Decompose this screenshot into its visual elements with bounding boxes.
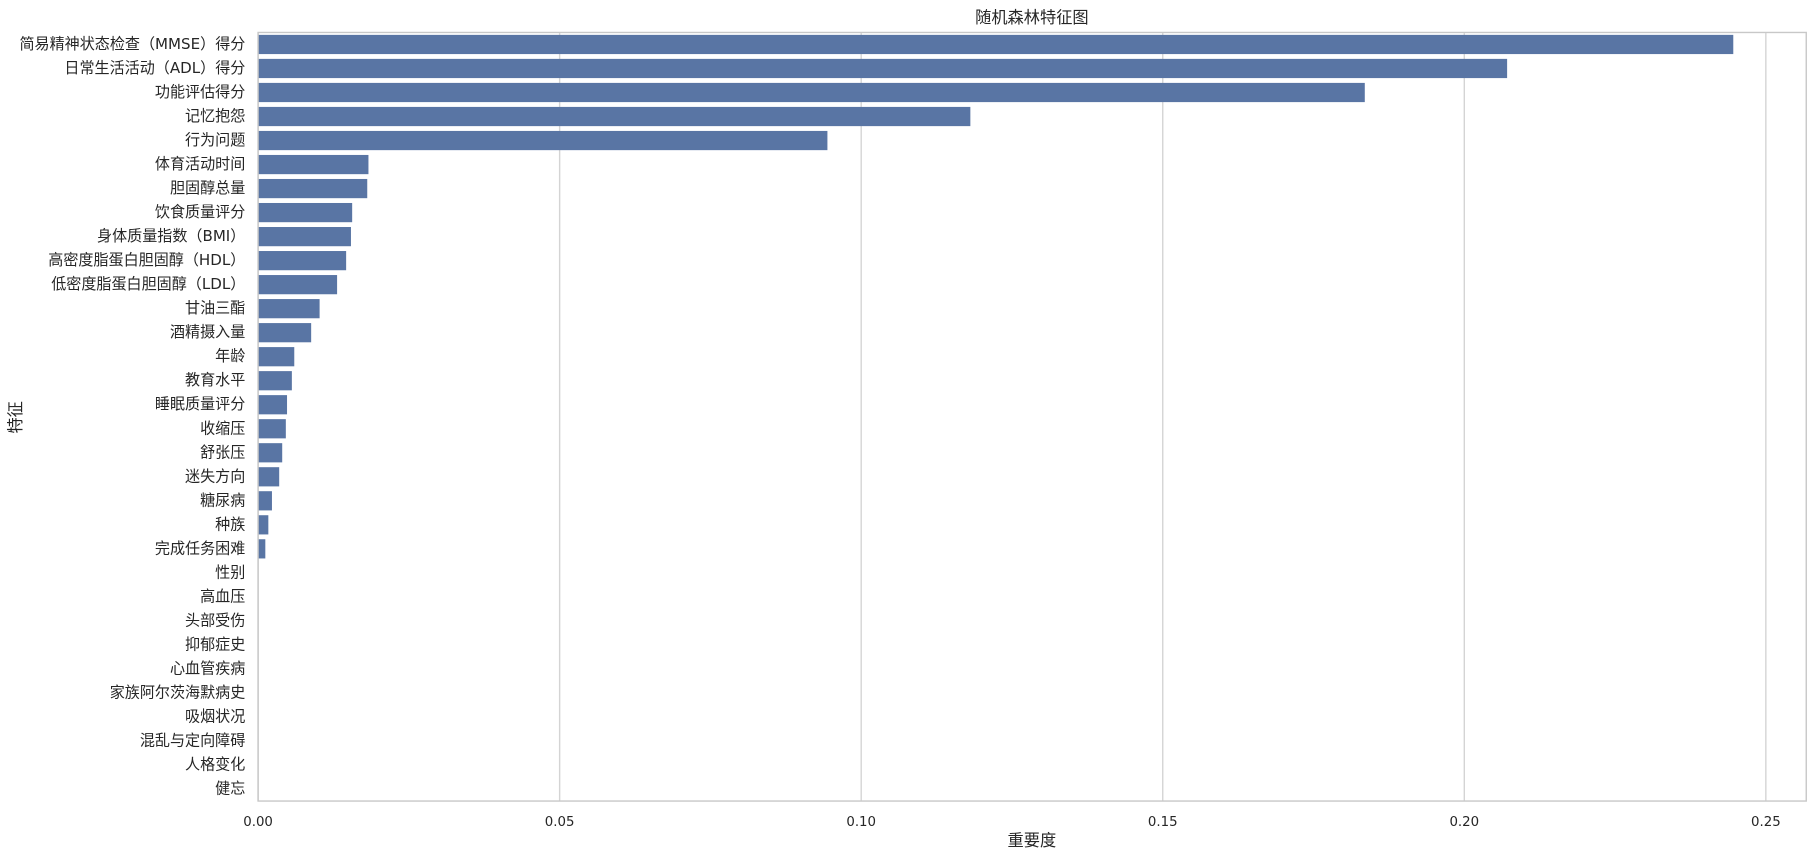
y-tick-label: 教育水平	[185, 371, 245, 389]
y-tick-label: 甘油三酯	[185, 299, 245, 317]
bar	[258, 467, 280, 487]
plot-frame	[257, 31, 1807, 802]
bar	[258, 227, 351, 247]
y-tick-label: 舒张压	[200, 443, 245, 461]
bar	[258, 58, 1508, 79]
bar	[258, 34, 1734, 55]
y-tick-label: 行为问题	[185, 131, 245, 149]
bar	[258, 491, 272, 511]
bar	[258, 106, 971, 127]
bar	[258, 82, 1365, 103]
bar	[258, 419, 286, 439]
x-tick-label: 0.15	[1148, 815, 1178, 830]
y-axis-label: 特征	[6, 401, 25, 433]
bar	[258, 202, 353, 223]
bar	[258, 371, 292, 391]
y-tick-label: 功能评估得分	[155, 83, 245, 101]
bar	[258, 347, 295, 367]
y-tick-label: 高血压	[200, 587, 245, 605]
y-tick-label: 低密度脂蛋白胆固醇（LDL）	[51, 275, 245, 293]
bar	[258, 443, 283, 463]
bar	[258, 251, 347, 271]
y-tick-label: 饮食质量评分	[155, 203, 245, 221]
y-tick-label: 日常生活活动（ADL）得分	[64, 59, 245, 77]
chart-title: 随机森林特征图	[975, 8, 1089, 27]
y-tick-label: 健忘	[215, 780, 245, 798]
bar	[258, 130, 828, 151]
y-tick-label: 睡眠质量评分	[155, 395, 245, 413]
y-tick-label: 心血管疾病	[170, 659, 245, 677]
y-tick-label: 体育活动时间	[155, 155, 245, 173]
bar	[258, 154, 369, 175]
bar	[258, 515, 269, 535]
y-tick-label: 头部受伤	[185, 611, 245, 629]
y-tick-label: 高密度脂蛋白胆固醇（HDL）	[48, 251, 245, 269]
y-tick-label: 糖尿病	[200, 491, 245, 509]
y-tick-label: 性别	[215, 563, 245, 581]
y-tick-label: 混乱与定向障碍	[140, 731, 245, 749]
bar	[258, 539, 266, 559]
bar	[258, 299, 320, 319]
y-tick-label: 收缩压	[200, 419, 245, 437]
x-tick-label: 0.05	[545, 815, 575, 830]
x-tick-label: 0.20	[1449, 815, 1479, 830]
bar	[258, 395, 288, 415]
y-tick-label: 记忆抱怨	[185, 107, 245, 125]
y-tick-label: 身体质量指数（BMI）	[97, 227, 245, 245]
y-tick-label: 种族	[215, 515, 245, 533]
bar	[258, 323, 312, 343]
y-tick-label: 简易精神状态检查（MMSE）得分	[20, 35, 246, 53]
bar	[258, 275, 338, 295]
bar	[258, 178, 368, 199]
y-tick-label: 酒精摄入量	[170, 323, 245, 341]
y-tick-label: 人格变化	[185, 756, 245, 774]
x-tick-label: 0.25	[1751, 815, 1781, 830]
x-tick-label: 0.10	[846, 815, 876, 830]
x-axis-label: 重要度	[1008, 831, 1057, 850]
y-tick-label: 年龄	[215, 347, 245, 365]
y-tick-label: 胆固醇总量	[170, 179, 245, 197]
y-tick-label: 完成任务困难	[155, 539, 245, 557]
y-tick-label: 抑郁症史	[185, 635, 245, 653]
y-tick-label: 家族阿尔茨海默病史	[110, 683, 246, 701]
y-tick-label: 迷失方向	[185, 467, 245, 485]
y-tick-label: 吸烟状况	[185, 707, 245, 725]
x-tick-label: 0.00	[243, 815, 273, 830]
